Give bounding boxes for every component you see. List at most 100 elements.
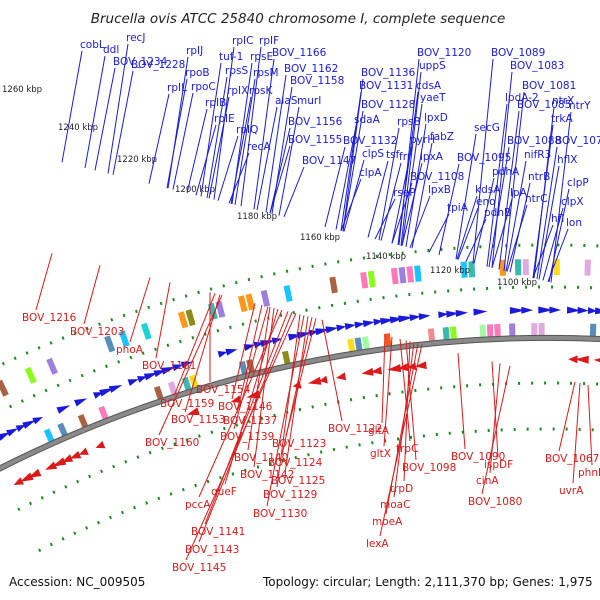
forward-gene-arrow <box>137 376 148 383</box>
forward-label-leader <box>503 91 525 271</box>
reverse-label-leader <box>155 282 171 359</box>
forward-label-leader <box>409 195 431 248</box>
forward-gene-label: hflX <box>557 154 577 166</box>
forward-gene-label: tpiA <box>447 202 469 214</box>
forward-gene-label: yaeT <box>420 92 446 104</box>
annotation-block <box>360 271 369 289</box>
annotation-block <box>514 259 522 276</box>
forward-gene-label: BOV_1162 <box>284 63 338 75</box>
reverse-label-leader <box>558 381 576 452</box>
annotation-block <box>260 289 271 307</box>
reverse-label-leader <box>276 314 301 488</box>
forward-gene-label: pdhB <box>484 207 511 219</box>
forward-gene-label: rpIE <box>214 113 235 125</box>
forward-gene-label: lpdA-2 <box>505 92 539 104</box>
forward-gene-label: BOV_1234 <box>113 56 168 68</box>
ruler-label: 1260 kbp <box>2 85 42 95</box>
forward-gene-label: BOV_1136 <box>361 67 416 79</box>
reverse-label-leader <box>457 353 466 450</box>
forward-label-leader <box>548 188 570 282</box>
reverse-label-leader <box>285 318 317 437</box>
forward-label-leader <box>405 123 427 247</box>
annotation-block <box>237 295 248 313</box>
reverse-gene-label: moaC <box>380 499 410 511</box>
reverse-gene-label: BOV_1154 <box>196 384 251 396</box>
forward-gene-label: fabZ <box>430 131 454 143</box>
forward-gene-label: lpA <box>510 187 528 199</box>
forward-label-leader <box>491 71 513 268</box>
annotation-block <box>46 357 58 375</box>
annotation-block <box>0 379 9 397</box>
forward-gene-label: BOV_1083 <box>510 60 564 72</box>
forward-label-leader <box>256 106 278 211</box>
forward-label-leader <box>550 111 572 283</box>
kbp-ruler: 1260 kbp 1240 kbp 1220 kbp 1200 kbp 1180 kbp… <box>2 85 537 288</box>
reverse-label-leader <box>399 338 411 442</box>
forward-gene-arrow <box>127 379 139 386</box>
forward-label-leader <box>391 145 413 244</box>
forward-gene-label: BOV_1108 <box>410 171 464 183</box>
forward-label-leader <box>536 146 558 280</box>
reverse-gene-arrow <box>19 472 34 482</box>
forward-gene-label: BOV_1081 <box>522 80 576 92</box>
forward-gene-label: clpP <box>567 177 589 189</box>
reverse-label-leader <box>247 306 271 451</box>
reverse-label-leader <box>204 311 289 525</box>
forward-gene-arrow <box>538 306 554 314</box>
forward-label-leader <box>488 146 510 268</box>
forward-gene-label: BOV_1095 <box>457 152 511 164</box>
forward-label-leader <box>107 43 129 174</box>
forward-gene-label: rpoB <box>185 67 210 79</box>
forward-label-leader <box>378 127 400 241</box>
topology-summary: Topology: circular; Length: 2,111,370 bp… <box>262 575 593 589</box>
annotation-block <box>398 266 407 284</box>
reverse-gene-label: phnF <box>578 467 600 479</box>
forward-gene-label: clpS <box>362 148 384 160</box>
annotation-block <box>406 266 415 283</box>
forward-label-leader <box>547 228 569 282</box>
forward-label-leader <box>397 91 419 245</box>
forward-gene-arrow <box>362 320 375 328</box>
forward-gene-label: BOV_1228 <box>131 59 185 71</box>
reverse-label-leader <box>491 361 499 458</box>
forward-gene-arrow <box>344 323 357 331</box>
reverse-gene-arrow <box>61 454 74 463</box>
forward-gene-arrow <box>0 432 11 441</box>
forward-gene-label: lpxA <box>420 151 444 163</box>
ruler-label: 1140 kbp <box>366 252 406 262</box>
reverse-gene-label: BOV_1142 <box>240 469 294 481</box>
reverse-label-leader <box>198 309 283 498</box>
forward-gene-label: tuf-1 <box>219 51 243 63</box>
forward-label-leader <box>230 96 252 204</box>
forward-gene-arrow <box>438 311 449 319</box>
forward-gene-arrow <box>74 398 88 407</box>
annotation-block <box>414 265 422 282</box>
forward-gene-arrow <box>32 417 44 425</box>
forward-gene-label: rpsK <box>249 85 273 97</box>
forward-gene-arrow <box>354 321 365 329</box>
forward-label-leader <box>455 133 477 260</box>
reverse-label-leader <box>266 315 305 507</box>
reverse-gene-label: BOV_1123 <box>272 438 326 450</box>
forward-gene-arrow <box>56 405 71 414</box>
forward-gene-label: BOV_1088 <box>507 135 561 147</box>
forward-gene-arrow <box>455 309 468 317</box>
forward-label-leader <box>195 124 217 196</box>
forward-gene-label: BOV_1128 <box>361 99 415 111</box>
forward-label-leader <box>84 55 106 169</box>
forward-gene-label: hfl <box>551 213 564 225</box>
accession-label: Accession: NC_009505 <box>9 575 145 589</box>
forward-label-leader <box>340 91 362 231</box>
reverse-gene-label: cinA <box>476 475 499 487</box>
forward-gene-label: ntrY <box>569 100 591 112</box>
forward-label-leader <box>486 103 508 267</box>
forward-label-leader <box>465 218 487 262</box>
ruler-label: 1120 kbp <box>430 266 470 276</box>
forward-label-leader <box>166 78 188 189</box>
forward-gene-arrow <box>217 351 228 358</box>
annotation-block <box>245 293 256 311</box>
forward-gene-label: BOV_1158 <box>290 75 344 87</box>
forward-gene-arrow <box>225 348 238 356</box>
